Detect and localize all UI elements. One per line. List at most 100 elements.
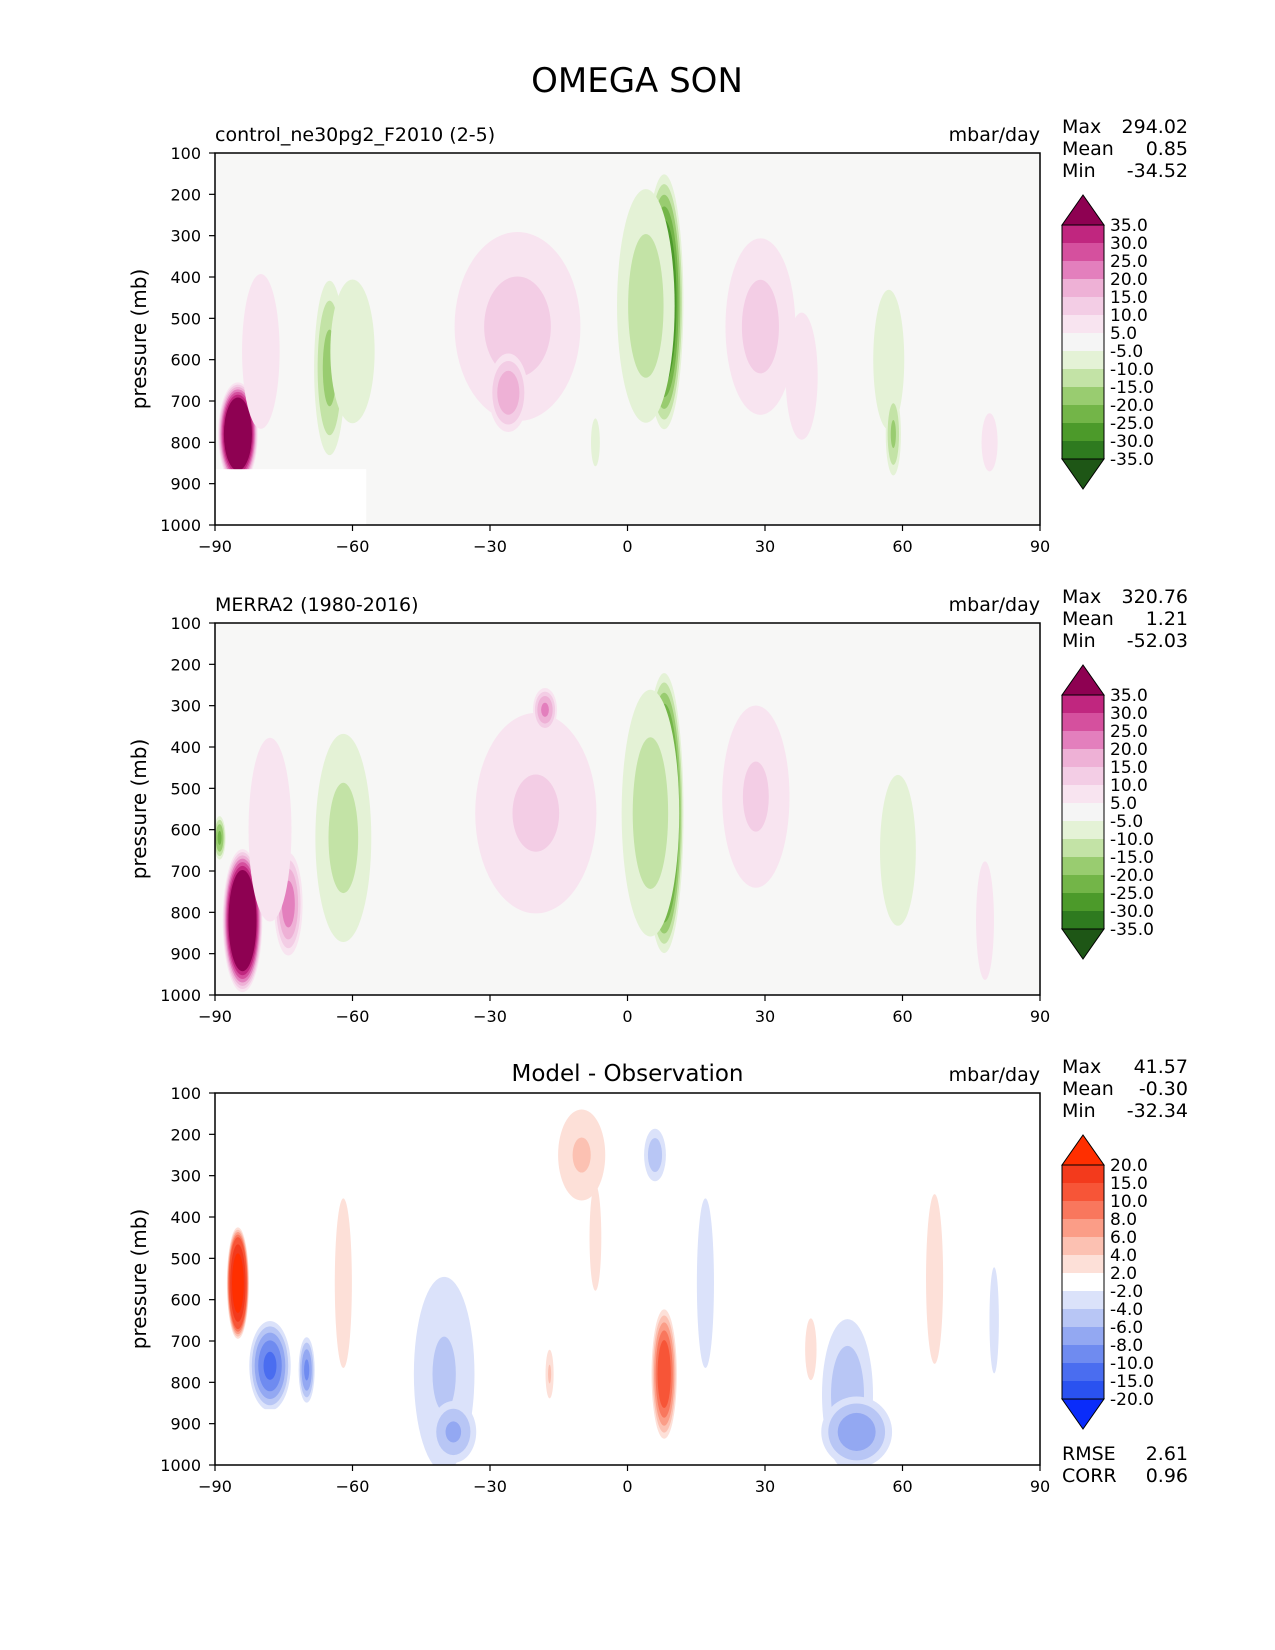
contour-level — [497, 370, 520, 415]
colorbar-swatch — [1062, 261, 1104, 280]
colorbar-swatch — [1062, 731, 1104, 750]
contour-feature — [644, 1128, 666, 1182]
contour-level — [242, 273, 280, 429]
stat-value: 2.61 — [1146, 1443, 1188, 1465]
y-tick-label: 300 — [170, 227, 201, 246]
colorbar-swatch — [1062, 387, 1104, 406]
contour-level — [548, 1364, 552, 1384]
y-tick-label: 900 — [170, 1415, 201, 1434]
colorbar: 35.030.025.020.015.010.05.0-5.0-10.0-15.… — [1061, 194, 1154, 490]
y-tick-label: 700 — [170, 862, 201, 881]
contour-feature — [926, 1194, 944, 1364]
y-tick-label: 600 — [170, 821, 201, 840]
colorbar-extend-max — [1061, 1134, 1105, 1166]
contour-feature — [725, 238, 796, 415]
contour-level — [512, 774, 560, 852]
colorbar-swatch — [1062, 225, 1104, 244]
x-tick-label: 60 — [892, 537, 912, 556]
contour-level — [647, 1138, 663, 1172]
contour-feature — [334, 1198, 352, 1368]
colorbar-label: 10.0 — [1110, 776, 1148, 796]
panel-units: mbar/day — [949, 1064, 1040, 1086]
contour-feature — [879, 774, 916, 926]
contour-field — [215, 1093, 1040, 1465]
x-tick-label: −90 — [198, 1007, 232, 1026]
contour-level — [432, 1336, 456, 1412]
colorbar-label: 10.0 — [1110, 306, 1148, 326]
colorbar-swatch — [1062, 279, 1104, 298]
colorbar-label: 15.0 — [1110, 1174, 1148, 1194]
contour-level — [304, 1359, 310, 1381]
colorbar-extend-min — [1061, 1398, 1105, 1430]
stat-label: Min — [1062, 630, 1096, 652]
colorbar-swatch — [1062, 1327, 1104, 1346]
colorbar-swatch — [1062, 1291, 1104, 1310]
contour-level — [445, 1421, 462, 1443]
colorbar-label: 35.0 — [1110, 686, 1148, 706]
contour-level — [541, 702, 549, 717]
contour-feature — [976, 861, 994, 980]
y-tick-label: 100 — [170, 144, 201, 163]
stat-label: Min — [1062, 1100, 1096, 1122]
y-tick-label: 1000 — [160, 986, 201, 1005]
colorbar-frame — [1061, 694, 1105, 930]
colorbar-label: 6.0 — [1110, 1228, 1137, 1248]
contour-level — [590, 418, 600, 467]
colorbar-label: -15.0 — [1110, 1372, 1154, 1392]
colorbar-swatch — [1062, 1201, 1104, 1220]
colorbar-label: 8.0 — [1110, 1210, 1137, 1230]
contour-feature — [873, 289, 905, 430]
colorbar-label: -20.0 — [1110, 866, 1154, 886]
y-tick-label: 700 — [170, 1332, 201, 1351]
colorbar-label: -5.0 — [1110, 342, 1143, 362]
stat-value: -52.03 — [1127, 630, 1188, 652]
colorbar-label: -2.0 — [1110, 1282, 1143, 1302]
colorbar-label: 25.0 — [1110, 722, 1148, 742]
colorbar-label: 10.0 — [1110, 1192, 1148, 1212]
colorbar-swatch — [1062, 351, 1104, 370]
colorbar-swatch — [1062, 839, 1104, 858]
colorbar-extend-max — [1061, 194, 1105, 226]
x-tick-label: 90 — [1030, 1007, 1050, 1026]
contour-level — [741, 279, 779, 374]
stat-label: CORR — [1062, 1465, 1117, 1487]
y-tick-label: 100 — [170, 614, 201, 633]
contour-feature — [989, 1267, 999, 1374]
colorbar-label: 25.0 — [1110, 252, 1148, 272]
x-tick-label: 30 — [755, 537, 775, 556]
colorbar-label: -35.0 — [1110, 450, 1154, 470]
contour-feature — [981, 413, 998, 472]
stat-label: Mean — [1062, 1078, 1114, 1100]
figure-title: OMEGA SON — [531, 61, 743, 101]
contour-level — [248, 737, 292, 922]
contour-feature — [590, 418, 600, 467]
x-tick-label: −30 — [473, 537, 507, 556]
y-tick-label: 800 — [170, 433, 201, 452]
contour-feature — [226, 1227, 249, 1339]
colorbar-extend-min — [1061, 928, 1105, 960]
stat-value: 0.96 — [1146, 1465, 1188, 1487]
stat-label: Max — [1062, 116, 1101, 138]
x-tick-label: 0 — [622, 537, 632, 556]
colorbar-label: 4.0 — [1110, 1246, 1137, 1266]
x-tick-label: 90 — [1030, 537, 1050, 556]
stat-value: 294.02 — [1122, 116, 1188, 138]
stat-value: 0.85 — [1146, 138, 1188, 160]
y-tick-label: 200 — [170, 185, 201, 204]
colorbar-label: -8.0 — [1110, 1336, 1143, 1356]
colorbar-swatch — [1062, 821, 1104, 840]
stat-value: -0.30 — [1139, 1078, 1188, 1100]
contour-level — [890, 420, 896, 449]
colorbar-swatch — [1062, 803, 1104, 822]
colorbar-label: 30.0 — [1110, 234, 1148, 254]
y-tick-label: 600 — [170, 351, 201, 370]
contour-feature — [651, 1309, 677, 1439]
contour-level — [696, 1198, 714, 1368]
x-tick-label: 30 — [755, 1477, 775, 1496]
colorbar-label: 2.0 — [1110, 1264, 1137, 1284]
x-tick-label: 60 — [892, 1007, 912, 1026]
x-tick-label: 0 — [622, 1477, 632, 1496]
